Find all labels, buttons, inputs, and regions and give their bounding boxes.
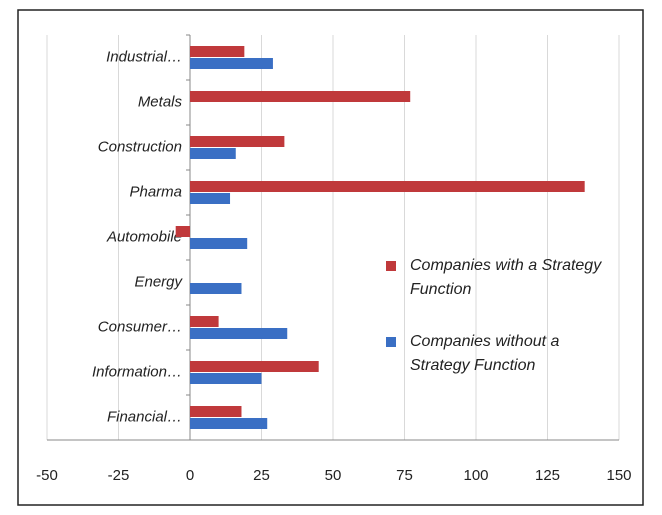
x-tick-label: 25 (253, 467, 270, 484)
bar (190, 91, 411, 102)
bar (190, 328, 288, 339)
bar (190, 418, 268, 429)
y-tick-label: Information… (92, 363, 182, 380)
legend-label: Companies with a Strategy Function (410, 257, 602, 298)
bar (190, 361, 319, 372)
y-tick-label: Automobile (106, 228, 182, 245)
x-tick-label: -25 (108, 467, 130, 484)
legend-label: Companies without a Strategy Function (410, 333, 560, 374)
chart-border (17, 9, 644, 506)
bar (190, 238, 248, 249)
x-tick-label: 150 (606, 467, 631, 484)
x-tick-label: 125 (535, 467, 560, 484)
legend-item: Companies without a Strategy Function (386, 330, 616, 378)
y-tick-label: Metals (138, 93, 183, 110)
bar (175, 226, 190, 237)
bar (190, 406, 242, 417)
legend-swatch (386, 337, 396, 347)
bar (190, 181, 585, 192)
bar (190, 193, 231, 204)
y-tick-label: Construction (98, 138, 182, 155)
bar (190, 148, 236, 159)
x-tick-label: 50 (325, 467, 342, 484)
x-tick-label: 100 (463, 467, 488, 484)
y-tick-label: Energy (134, 273, 183, 290)
y-tick-label: Financial… (107, 408, 182, 425)
bar (190, 58, 273, 69)
x-tick-label: 0 (186, 467, 194, 484)
y-tick-label: Industrial… (106, 48, 182, 65)
y-tick-label: Pharma (129, 183, 182, 200)
bar (190, 283, 242, 294)
legend-swatch (386, 261, 396, 271)
x-tick-label: 75 (396, 467, 413, 484)
bar (190, 46, 245, 57)
bar (190, 316, 219, 327)
legend-item: Companies with a Strategy Function (386, 254, 616, 302)
bar (190, 373, 262, 384)
x-tick-label: -50 (36, 467, 58, 484)
y-tick-label: Consumer… (98, 318, 182, 335)
bar (190, 136, 285, 147)
